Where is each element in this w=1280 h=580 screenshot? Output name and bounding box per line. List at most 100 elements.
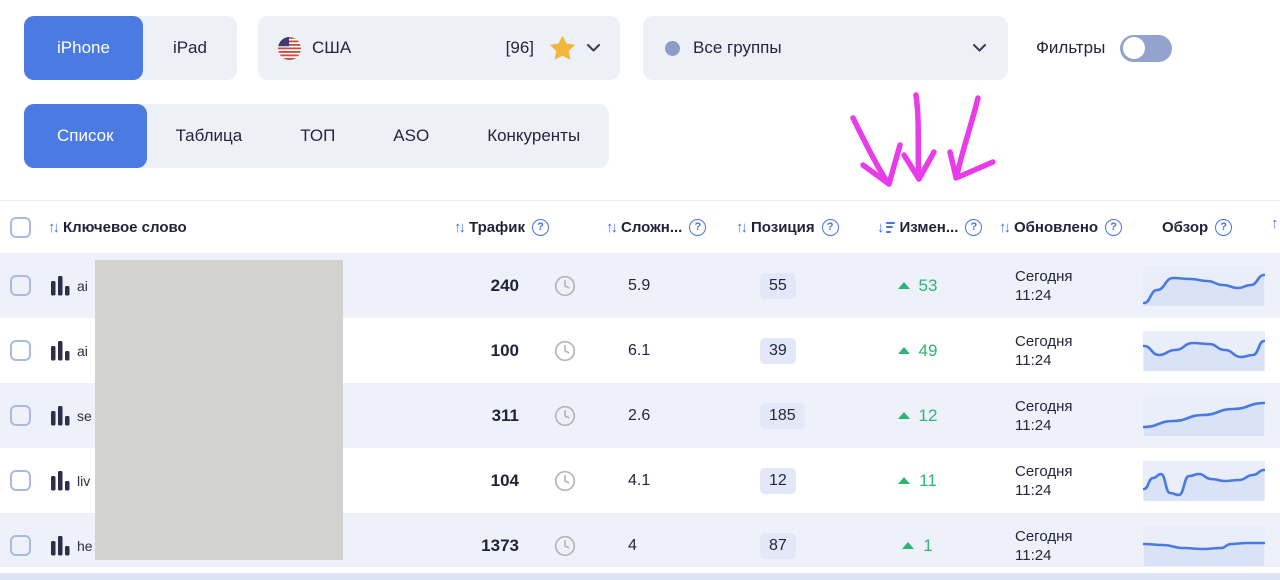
keyword-chart-icon xyxy=(48,533,74,558)
position-badge: 87 xyxy=(760,532,796,559)
select-all-checkbox[interactable] xyxy=(10,216,31,238)
column-header-label: Обзор xyxy=(1162,218,1209,236)
clock-history-icon[interactable] xyxy=(553,339,577,363)
column-header-traffic[interactable]: ↑ ↓ Трафик ? xyxy=(440,218,549,236)
updated-time: 11:24 xyxy=(1015,416,1052,434)
up-triangle-icon xyxy=(897,282,910,289)
help-icon[interactable]: ? xyxy=(821,218,839,236)
annotation-arrows xyxy=(850,92,996,187)
help-icon[interactable]: ? xyxy=(1215,218,1233,236)
chevron-down-icon[interactable] xyxy=(973,44,986,52)
clock-history-icon[interactable] xyxy=(553,274,577,298)
position-badge: 39 xyxy=(760,337,796,364)
sort-arrows-icon[interactable]: ↑ ↓ xyxy=(48,218,60,236)
tab-список[interactable]: Список xyxy=(24,104,147,168)
keyword-chart-icon xyxy=(48,403,74,428)
updated-day: Сегодня xyxy=(1015,527,1073,545)
groups-label: Все группы xyxy=(693,38,782,57)
keyword-text: ai xyxy=(77,277,88,294)
sort-arrows-icon[interactable]: ↑ ↓ xyxy=(454,218,466,236)
chevron-down-icon[interactable] xyxy=(587,44,600,52)
updated-time: 11:24 xyxy=(1015,351,1052,369)
sparkline-chart xyxy=(1143,265,1265,306)
sort-active-icon[interactable]: ↓ xyxy=(877,219,895,236)
column-header-keyword[interactable]: ↑ ↓ Ключевое слово xyxy=(44,219,440,236)
column-header-difficulty[interactable]: ↑ ↓ Сложн... ? xyxy=(595,218,730,236)
difficulty-value: 4.1 xyxy=(628,471,651,489)
next-row-edge xyxy=(0,573,1280,580)
top-toolbar: iPhone iPad США [96] xyxy=(0,16,1280,80)
tab-aso[interactable]: ASO xyxy=(393,126,430,145)
annotation-arrow-middle xyxy=(901,92,937,182)
position-badge: 12 xyxy=(760,467,796,494)
updated-time: 11:24 xyxy=(1015,286,1052,304)
help-icon[interactable]: ? xyxy=(1105,218,1123,236)
row-checkbox[interactable] xyxy=(10,405,31,426)
groups-dropdown[interactable]: Все группы xyxy=(643,16,1008,80)
up-triangle-icon xyxy=(897,347,910,354)
column-header-change[interactable]: ↓ Измен... ? xyxy=(860,218,985,236)
updated-day: Сегодня xyxy=(1015,462,1073,480)
sparkline-chart xyxy=(1143,330,1265,371)
traffic-value: 1373 xyxy=(481,535,519,555)
clock-history-icon[interactable] xyxy=(553,404,577,428)
row-checkbox[interactable] xyxy=(10,340,31,361)
change-value: 11 xyxy=(919,470,937,490)
clock-history-icon[interactable] xyxy=(553,469,577,493)
keyword-chart-icon xyxy=(48,468,74,493)
column-header-label: Измен... xyxy=(899,218,959,236)
row-checkbox[interactable] xyxy=(10,275,31,296)
help-icon[interactable]: ? xyxy=(965,218,983,236)
clock-history-icon[interactable] xyxy=(553,534,577,558)
row-checkbox[interactable] xyxy=(10,535,31,556)
column-header-label: Ключевое слово xyxy=(63,218,187,236)
annotation-arrow-left xyxy=(850,115,903,187)
view-tabs: Список Таблица ТОП ASO Конкуренты xyxy=(24,104,610,168)
tab-таблица[interactable]: Таблица xyxy=(175,126,243,145)
sort-arrows-icon[interactable]: ↑ ↓ xyxy=(999,218,1011,236)
updated-time: 11:24 xyxy=(1015,546,1052,564)
sparkline-chart xyxy=(1143,460,1265,501)
country-name: США xyxy=(312,38,352,57)
updated-day: Сегодня xyxy=(1015,267,1073,285)
row-divider xyxy=(0,567,1280,573)
column-header-label: Сложн... xyxy=(621,218,683,236)
column-header-overview[interactable]: Обзор ? xyxy=(1140,218,1280,236)
table-row[interactable]: liv 104 4.1 12 11 Сегодня 11:24 xyxy=(0,448,1280,513)
keyword-text: ai xyxy=(77,342,88,359)
star-icon xyxy=(548,34,577,62)
annotation-arrow-right xyxy=(947,95,996,181)
filters-toggle[interactable] xyxy=(1120,34,1173,62)
difficulty-value: 5.9 xyxy=(628,276,651,294)
up-triangle-icon xyxy=(902,542,915,549)
device-tab-iphone[interactable]: iPhone xyxy=(24,16,143,80)
sort-arrows-icon[interactable]: ↑ ↓ xyxy=(606,218,618,236)
tab-конкуренты[interactable]: Конкуренты xyxy=(487,126,581,145)
device-tab-ipad[interactable]: iPad xyxy=(172,38,207,57)
difficulty-value: 4 xyxy=(628,536,637,554)
updated-day: Сегодня xyxy=(1015,332,1073,350)
traffic-value: 100 xyxy=(490,340,519,360)
column-header-updated[interactable]: ↑ ↓ Обновлено ? xyxy=(985,218,1140,236)
sort-arrows-icon[interactable]: ↑ ↓ xyxy=(736,218,748,236)
help-icon[interactable]: ? xyxy=(531,218,549,236)
updated-cell: Сегодня 11:24 xyxy=(985,332,1140,370)
position-badge: 55 xyxy=(760,272,796,299)
change-value: 49 xyxy=(918,340,938,360)
column-header-position[interactable]: ↑ ↓ Позиция ? xyxy=(730,218,860,236)
table-row[interactable]: ai 100 6.1 39 49 Сегодня 11:24 xyxy=(0,318,1280,383)
keyword-text: he xyxy=(77,537,93,554)
traffic-value: 240 xyxy=(490,275,519,295)
change-value: 12 xyxy=(918,405,938,425)
up-triangle-icon xyxy=(897,412,910,419)
country-selector[interactable]: США [96] xyxy=(258,16,620,80)
traffic-value: 311 xyxy=(491,405,519,425)
help-icon[interactable]: ? xyxy=(689,218,707,236)
tab-топ[interactable]: ТОП xyxy=(300,126,336,145)
row-checkbox[interactable] xyxy=(10,470,31,491)
sparkline-chart xyxy=(1143,395,1265,436)
traffic-value: 104 xyxy=(490,470,519,490)
sparkline-chart xyxy=(1143,525,1265,566)
updated-cell: Сегодня 11:24 xyxy=(985,462,1140,500)
